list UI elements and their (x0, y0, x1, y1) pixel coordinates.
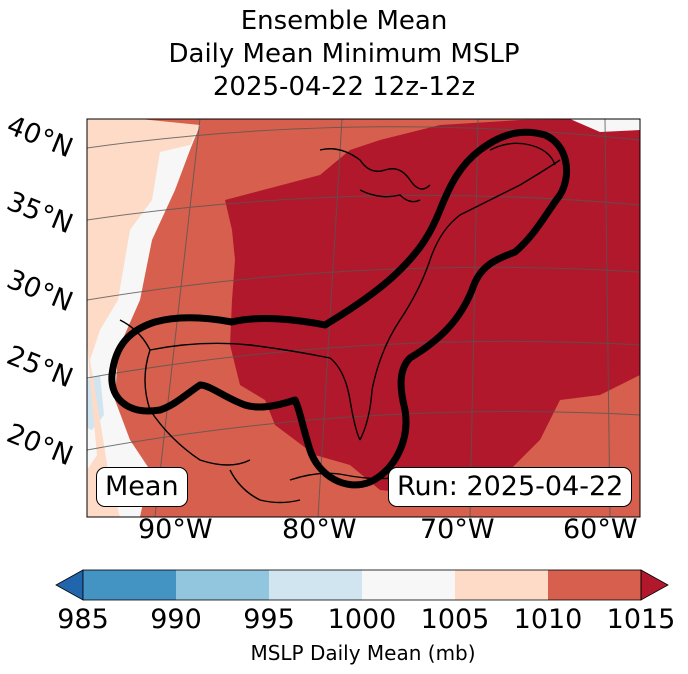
parallel-20 (87, 411, 640, 451)
title-line-2: Daily Mean Minimum MSLP (168, 39, 520, 69)
lon-label-80: 80°W (282, 514, 357, 545)
meridian-60 (604, 119, 611, 517)
yucatan (229, 469, 301, 504)
title-line-3: 2025-04-22 12z-12z (212, 72, 476, 102)
colorbar-frame (82, 569, 642, 601)
atlantic-coast (359, 159, 561, 441)
cb-tick-1010: 1010 (513, 604, 583, 635)
ensemble-contour (108, 128, 571, 489)
colorbar (55, 569, 669, 601)
great-lakes-a (319, 148, 431, 190)
colorbar-under-arrow (55, 569, 84, 601)
great-lakes-b (359, 189, 421, 203)
colorbar-segment-985-990 (83, 570, 176, 600)
cb-tick-1000: 1000 (327, 604, 397, 635)
cb-tick-995: 995 (243, 604, 295, 635)
colorbar-segment-1000-1005 (362, 570, 455, 600)
parallel-25 (87, 340, 640, 379)
field-1010-1015 (225, 119, 640, 495)
gulf-coast-north (149, 342, 361, 441)
field-1000-1005 (87, 119, 420, 517)
mean-label: Mean (96, 467, 188, 507)
colorbar-segment-990-995 (176, 570, 269, 600)
parallel-40 (87, 126, 640, 149)
graticule (87, 119, 640, 517)
colorbar-segment-1005-1010 (455, 570, 548, 600)
lon-label-90: 90°W (138, 514, 213, 545)
cb-tick-990: 990 (150, 604, 202, 635)
lon-label-60: 60°W (563, 514, 638, 545)
lon-label-70: 70°W (420, 514, 495, 545)
cb-tick-985: 985 (57, 604, 109, 635)
cb-tick-1005: 1005 (420, 604, 490, 635)
st-lawrence (489, 142, 556, 166)
colorbar-segment-1010-1015 (548, 570, 641, 600)
cb-tick-1015: 1015 (606, 604, 676, 635)
map-frame (86, 118, 641, 518)
title-line-1: Ensemble Mean (240, 6, 448, 36)
colorbar-segment-995-1000 (269, 570, 362, 600)
colorbar-over-arrow (640, 569, 669, 601)
map-area (87, 119, 640, 517)
colorbar-title: MSLP Daily Mean (mb) (250, 641, 476, 665)
meridian-70 (469, 119, 479, 517)
parallel-35 (87, 194, 640, 221)
parallel-30 (87, 266, 640, 301)
run-label: Run: 2025-04-22 (388, 467, 633, 507)
